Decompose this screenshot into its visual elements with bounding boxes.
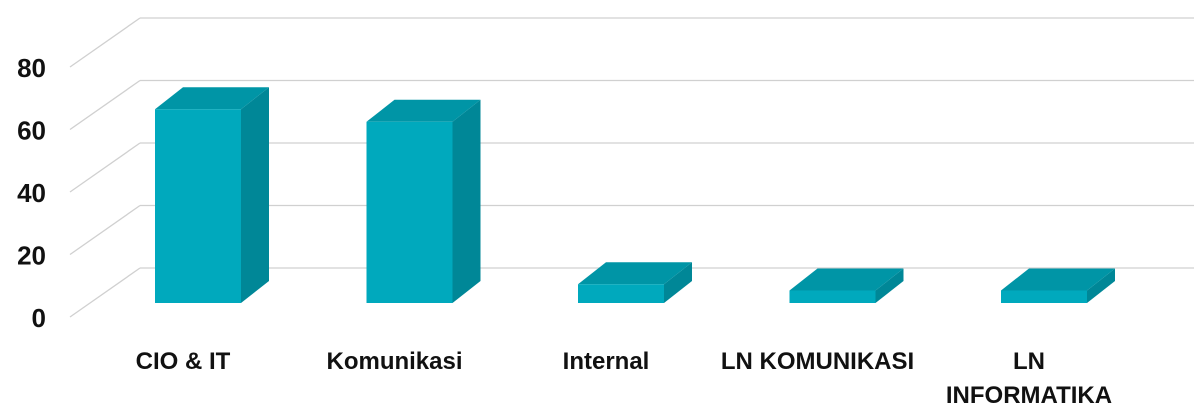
y-tick-label: 80 [17,53,46,83]
grid-line [69,79,141,131]
x-tick-label: Komunikasi [326,348,463,375]
bar-front [155,109,241,303]
bar [155,87,269,303]
grid-line [69,17,141,68]
bar-top [366,99,481,122]
grid-line [69,142,141,193]
bar-top [789,268,904,291]
bar-front [789,290,876,303]
y-tick-label: 20 [17,240,46,270]
y-tick-label: 0 [32,303,46,333]
bar-side [452,99,481,303]
bar-front [578,284,664,303]
y-tick-label: 40 [17,178,46,208]
grid-line [69,267,141,318]
x-tick-label: LN INFORMATIKA [945,348,1113,409]
bar-top [578,262,692,285]
bar-front [1001,290,1087,303]
bar [578,262,692,303]
bar-front [366,121,453,303]
x-tick-label: Internal [562,348,650,375]
bar [1001,268,1115,303]
bar-side [1087,268,1115,303]
x-tick-label: CIO & IT [135,348,231,375]
bar [789,268,904,303]
y-tick-label: 60 [17,115,46,145]
bar-side [875,268,904,303]
bar-top [155,87,269,110]
x-tick-label: LN KOMUNIKASI [720,348,915,375]
bar [366,99,481,303]
grid-line [69,204,141,256]
bar-side [664,262,692,303]
bar-top [1001,268,1115,291]
bar-side [241,87,269,303]
